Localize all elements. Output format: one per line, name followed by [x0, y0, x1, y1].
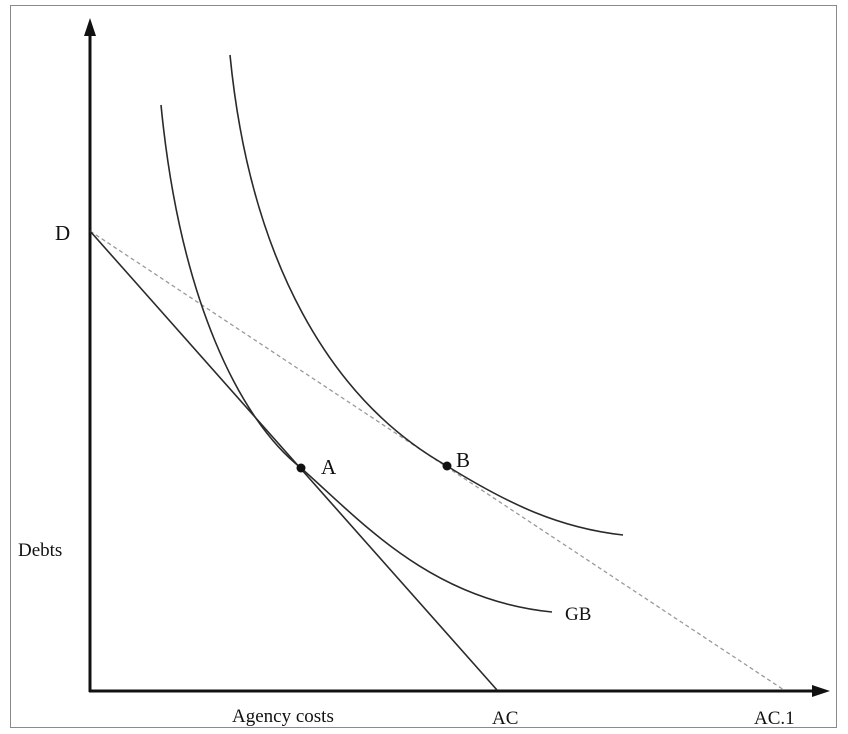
label-d: D [55, 221, 70, 245]
x-axis-arrowhead [812, 685, 830, 697]
x-axis-label: Agency costs [232, 706, 334, 727]
point-a-marker [296, 463, 306, 473]
y-axis-arrowhead [84, 18, 96, 36]
y-axis-label: Debts [18, 540, 62, 561]
solid-budget-line [89, 230, 498, 691]
label-point-a: A [321, 455, 337, 479]
label-point-b: B [456, 448, 470, 472]
label-ac1: AC.1 [754, 708, 795, 729]
point-b-marker [442, 461, 452, 471]
curve-upper [229, 54, 624, 536]
label-curve-gb: GB [565, 604, 591, 625]
curve-gb [160, 104, 553, 613]
label-ac: AC [492, 708, 518, 729]
figure-frame [10, 5, 837, 728]
